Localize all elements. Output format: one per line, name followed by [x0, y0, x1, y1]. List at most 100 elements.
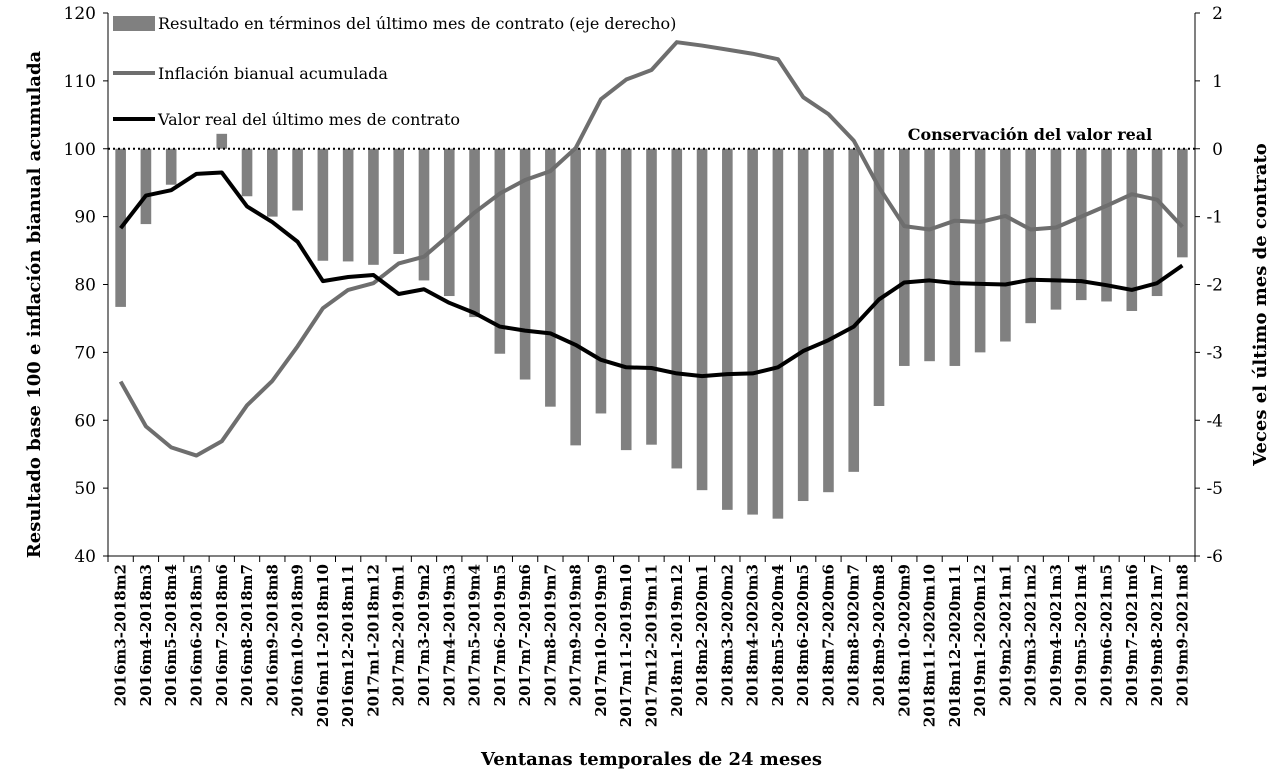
bar-2	[165, 148, 177, 185]
x-tick-label: 2018m9-2020m8	[870, 564, 888, 706]
legend-label-bar: Resultado en términos del último mes de …	[158, 14, 676, 33]
bar-31	[898, 148, 910, 366]
y-left-tick-label: 80	[74, 276, 96, 296]
bar-8	[317, 148, 329, 261]
bar-24	[722, 148, 733, 510]
x-tick-label: 2018m8-2020m7	[845, 564, 863, 706]
bar-28	[823, 148, 834, 493]
y-left-tick-label: 120	[64, 4, 96, 24]
x-tick-label: 2017m4-2019m3	[440, 564, 458, 706]
x-tick-label: 2017m9-2019m8	[567, 564, 585, 706]
x-tick-label: 2017m10-2019m9	[592, 564, 610, 717]
x-tick-label: 2016m9-2018m8	[263, 564, 281, 706]
line-series	[118, 40, 1184, 458]
x-tick-label: 2018m2-2020m1	[693, 564, 711, 706]
x-tick-label: 2016m10-2018m9	[289, 564, 307, 717]
bar-38	[1075, 148, 1087, 301]
x-tick-label: 2016m12-2018m11	[339, 564, 357, 727]
bar-16	[519, 148, 531, 380]
bar-21	[646, 148, 657, 445]
bar-11	[393, 148, 405, 254]
annotation-label: Conservación del valor real	[908, 125, 1153, 144]
x-tick-label: 2016m5-2018m4	[162, 564, 180, 706]
y-right-tick-label: 0	[1212, 140, 1223, 160]
x-tick-label: 2019m9-2021m8	[1173, 564, 1191, 706]
bar-26	[772, 148, 784, 519]
x-tick-labels: 2016m3-2018m2 2016m4-2018m3 2016m5-2018m4 2…	[112, 564, 1192, 727]
x-tick-label: 2016m6-2018m5	[187, 564, 205, 706]
x-tick-label: 2017m6-2019m5	[491, 564, 509, 706]
bar-22	[671, 148, 683, 469]
x-tick-label: 2019m5-2021m4	[1072, 564, 1090, 706]
x-tick-label: 2018m5-2020m4	[769, 564, 787, 706]
y-right-tick-label: -4	[1206, 411, 1223, 431]
bar-19	[595, 148, 607, 414]
y-left-tick-label: 90	[74, 208, 96, 228]
y-left-tick-label: 50	[74, 479, 96, 499]
line-real-value	[119, 170, 1184, 379]
bar-3	[191, 148, 202, 150]
y-left-tick-label: 100	[64, 140, 96, 160]
x-tick-label: 2017m11-2019m10	[617, 564, 635, 727]
y-left-tick-label: 60	[74, 411, 96, 431]
axes	[103, 12, 1200, 562]
bar-6	[267, 148, 278, 217]
x-tick-label: 2019m2-2021m1	[996, 564, 1014, 706]
x-tick-label: 2017m2-2019m1	[390, 564, 408, 706]
bar-17	[545, 148, 556, 407]
legend-swatch-bar	[113, 16, 155, 31]
bar-42	[1177, 148, 1188, 258]
bar-27	[797, 148, 809, 502]
x-axis-title: Ventanas temporales de 24 meses	[480, 749, 822, 770]
x-tick-label: 2019m6-2021m5	[1098, 564, 1116, 706]
bar-33	[949, 148, 961, 366]
bar-40	[1126, 148, 1138, 311]
bar-15	[494, 148, 506, 354]
x-tick-label: 2016m7-2018m6	[213, 564, 231, 706]
x-tick-label: 2016m3-2018m2	[112, 564, 130, 706]
bar-23	[696, 148, 708, 491]
x-tick-label: 2018m12-2020m11	[946, 564, 964, 727]
x-tick-label: 2017m8-2019m7	[541, 564, 559, 706]
x-tick-label: 2017m12-2019m11	[643, 564, 661, 727]
x-tick-label: 2018m3-2020m2	[718, 564, 736, 706]
bar-12	[418, 148, 430, 281]
y-right-tick-label: -5	[1206, 479, 1223, 499]
y-left-tick-label: 40	[74, 547, 96, 567]
bar-25	[747, 148, 758, 515]
y-right-tick-label: -3	[1206, 343, 1223, 363]
bar-10	[368, 148, 379, 265]
bar-1	[140, 148, 152, 225]
y-right-tick-label: -6	[1206, 547, 1223, 567]
x-tick-label: 2019m1-2020m12	[971, 564, 989, 717]
x-tick-label: 2018m11-2020m10	[921, 564, 939, 727]
y-right-tick-label: -1	[1206, 208, 1223, 228]
legend: Resultado en términos del último mes de …	[113, 14, 676, 129]
legend-label-inflation: Inflación bianual acumulada	[158, 64, 388, 83]
y-left-tick-labels: 40 50 60 70 80 90 100 110 120	[64, 4, 96, 567]
bar-20	[620, 148, 632, 451]
y-left-tick-label: 110	[64, 72, 96, 92]
x-tick-label: 2018m1-2019m12	[668, 564, 686, 717]
y-right-tick-label: -2	[1206, 276, 1223, 296]
y-right-tick-label: 2	[1212, 4, 1223, 24]
x-tick-label: 2018m7-2020m6	[819, 564, 837, 706]
y-right-tick-label: 1	[1212, 72, 1223, 92]
x-tick-label: 2016m11-2018m10	[314, 564, 332, 727]
bar-18	[570, 148, 581, 446]
x-tick-label: 2019m8-2021m7	[1148, 564, 1166, 706]
x-tick-label: 2017m1-2018m12	[364, 564, 382, 717]
bar-41	[1151, 148, 1163, 297]
bar-14	[469, 148, 480, 318]
x-tick-label: 2017m7-2019m6	[516, 564, 534, 706]
bar-5	[241, 148, 253, 197]
line-inflation	[118, 40, 1184, 458]
x-tick-label: 2018m6-2020m5	[794, 564, 812, 706]
x-tick-label: 2017m5-2019m4	[466, 564, 484, 706]
bar-36	[1025, 148, 1036, 324]
bar-7	[292, 148, 303, 211]
x-tick-label: 2017m3-2019m2	[415, 564, 433, 706]
bar-30	[873, 148, 885, 406]
x-tick-label: 2018m10-2020m9	[895, 564, 913, 717]
